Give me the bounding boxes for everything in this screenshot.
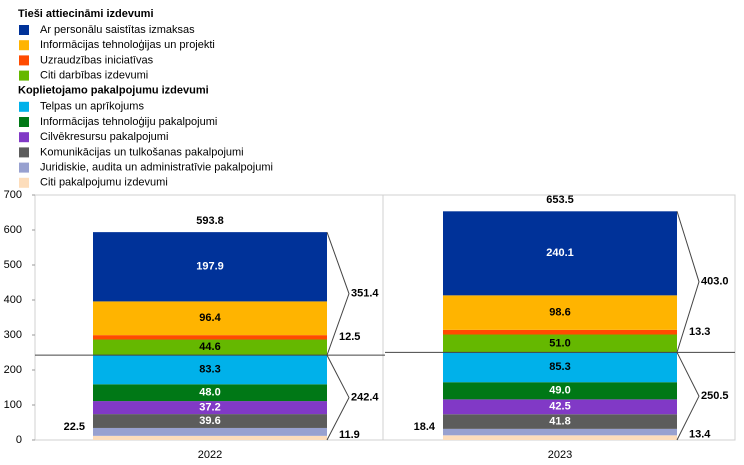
x-tick-label: 2022 xyxy=(198,449,222,461)
value-label: 11.9 xyxy=(339,429,360,441)
bar-segment xyxy=(93,355,327,385)
legend-label: Citi darbības izdevumi xyxy=(40,70,148,82)
legend-swatch xyxy=(19,147,29,158)
legend-swatch xyxy=(19,132,29,143)
value-label: 13.4 xyxy=(689,429,711,441)
y-tick-label: 700 xyxy=(4,189,22,201)
bar-segment xyxy=(93,427,327,436)
value-label: 48.0 xyxy=(199,387,220,399)
legend-label: Informācijas tehnoloģiju pakalpojumi xyxy=(40,115,217,128)
value-label: 44.6 xyxy=(199,341,220,353)
legend-swatch xyxy=(19,40,29,51)
x-tick-label: 2023 xyxy=(548,449,572,461)
legend-label: Informācijas tehnoloģijas un projekti xyxy=(40,38,215,51)
value-label: 49.0 xyxy=(549,385,570,397)
legend-swatch xyxy=(19,70,29,81)
y-tick-label: 400 xyxy=(4,294,22,306)
bar-segment xyxy=(93,232,327,302)
bar-segment xyxy=(443,414,677,429)
legend-heading: Tieši attiecināmi izdevumi xyxy=(18,8,154,20)
value-label: 18.4 xyxy=(414,421,436,433)
bar-segment xyxy=(443,329,677,335)
value-label: 83.3 xyxy=(199,364,220,376)
value-label: 240.1 xyxy=(546,247,574,259)
legend-swatch xyxy=(19,25,29,35)
legend-label: Juridiskie, audita un administratīvie pa… xyxy=(40,162,273,174)
y-tick-label: 200 xyxy=(4,364,22,376)
total-label: 593.8 xyxy=(196,215,224,227)
group-total-label: 403.0 xyxy=(701,276,729,288)
value-label: 96.4 xyxy=(199,312,221,324)
bar-segment xyxy=(443,352,677,383)
legend-label: Komunikācijas un tulkošanas pakalpojumi xyxy=(40,146,244,158)
value-label: 42.5 xyxy=(549,401,570,413)
legend-label: Telpas un aprīkojums xyxy=(40,101,144,113)
value-label: 22.5 xyxy=(64,421,85,433)
bar-segment xyxy=(443,334,677,353)
bar-segment xyxy=(93,384,327,402)
bar-segment xyxy=(93,401,327,415)
legend-swatch xyxy=(19,117,29,127)
value-label: 41.8 xyxy=(549,415,570,427)
bar-segment xyxy=(443,428,677,436)
bar-segment xyxy=(93,301,327,336)
legend-label: Uzraudzības iniciatīvas xyxy=(40,54,154,66)
value-label: 13.3 xyxy=(689,326,710,338)
value-label: 51.0 xyxy=(549,337,570,349)
legend-label: Cilvēkresursu pakalpojumi xyxy=(40,131,168,143)
group-total-label: 250.5 xyxy=(701,390,729,402)
value-label: 98.6 xyxy=(549,307,570,319)
value-label: 37.2 xyxy=(199,401,220,413)
value-label: 39.6 xyxy=(199,415,220,427)
legend-label: Citi pakalpojumu izdevumi xyxy=(40,177,168,189)
value-label: 197.9 xyxy=(196,261,224,273)
bar-segment xyxy=(93,339,327,356)
group-brace xyxy=(676,211,700,441)
bar-segment xyxy=(443,295,677,330)
bar-segment xyxy=(443,211,677,296)
value-label: 85.3 xyxy=(549,361,570,373)
group-total-label: 351.4 xyxy=(351,288,379,300)
y-tick-label: 600 xyxy=(4,224,22,236)
y-tick-label: 300 xyxy=(4,329,22,341)
group-total-label: 242.4 xyxy=(351,391,379,403)
group-brace xyxy=(326,232,350,441)
total-label: 653.5 xyxy=(546,194,574,206)
bar-segment xyxy=(443,435,677,440)
value-label: 12.5 xyxy=(339,331,360,343)
y-tick-label: 100 xyxy=(4,399,22,411)
bar-segment xyxy=(93,435,327,440)
legend-heading: Koplietojamo pakalpojumu izdevumi xyxy=(18,85,209,97)
plot-frame xyxy=(34,194,736,441)
legend-swatch xyxy=(19,177,29,188)
bar-segment xyxy=(93,335,327,340)
legend-swatch xyxy=(19,101,29,112)
y-tick-label: 500 xyxy=(4,259,22,271)
bar-segment xyxy=(443,382,677,400)
legend-swatch xyxy=(19,162,29,173)
y-tick-label: 0 xyxy=(16,434,22,446)
legend-label: Ar personālu saistītas izmaksas xyxy=(40,24,195,36)
bar-segment xyxy=(93,414,327,428)
bar-segment xyxy=(443,399,677,415)
legend-swatch xyxy=(19,55,29,66)
